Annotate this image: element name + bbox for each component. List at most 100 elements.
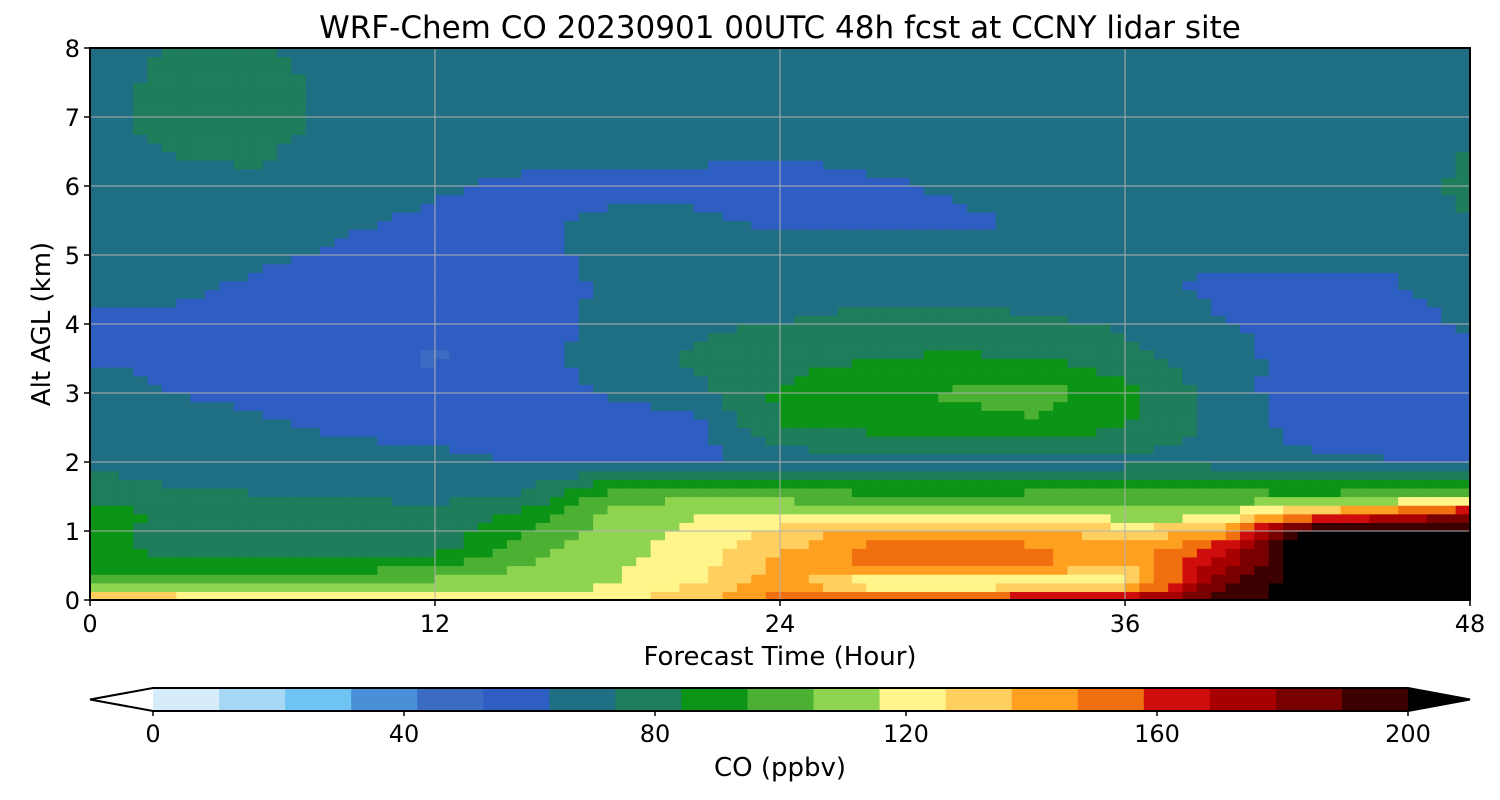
heatmap-cell	[938, 246, 954, 256]
heatmap-cell	[449, 263, 465, 273]
heatmap-cell	[1297, 556, 1313, 567]
heatmap-cell	[952, 401, 968, 411]
heatmap-cell	[377, 462, 393, 472]
heatmap-cell	[276, 436, 292, 446]
heatmap-cell	[262, 548, 278, 558]
heatmap-cell	[578, 332, 594, 342]
heatmap-cell	[895, 160, 910, 170]
heatmap-cell	[1038, 496, 1054, 506]
heatmap-cell	[665, 375, 680, 385]
heatmap-cell	[233, 384, 249, 394]
heatmap-cell	[1268, 298, 1284, 308]
heatmap-cell	[363, 531, 379, 541]
heatmap-cell	[1067, 410, 1083, 420]
heatmap-cell	[1168, 496, 1184, 506]
heatmap-cell	[1139, 427, 1155, 437]
heatmap-cell	[1254, 479, 1270, 489]
heatmap-cell	[851, 479, 867, 489]
heatmap-cell	[1010, 513, 1025, 523]
heatmap-cell	[305, 349, 321, 360]
heatmap-cell	[765, 263, 781, 273]
heatmap-cell	[1398, 505, 1414, 515]
heatmap-cell	[90, 436, 105, 446]
heatmap-cell	[406, 332, 422, 342]
heatmap-cell	[291, 410, 307, 420]
heatmap-cell	[866, 582, 882, 592]
heatmap-cell	[693, 203, 709, 213]
heatmap-cell	[1010, 470, 1025, 480]
heatmap-cell	[205, 263, 220, 273]
heatmap-cell	[794, 444, 810, 454]
heatmap-cell	[679, 453, 695, 463]
heatmap-cell	[435, 315, 450, 325]
heatmap-cell	[1297, 496, 1313, 506]
heatmap-cell	[1412, 332, 1428, 342]
heatmap-cell	[765, 289, 781, 299]
heatmap-cell	[276, 539, 292, 549]
heatmap-cell	[966, 358, 982, 368]
heatmap-cell	[1211, 453, 1227, 463]
heatmap-cell	[808, 367, 824, 377]
heatmap-cell	[90, 375, 105, 385]
heatmap-cell	[1024, 427, 1040, 437]
heatmap-cell	[679, 229, 695, 239]
heatmap-cell	[866, 203, 882, 213]
heatmap-cell	[1268, 556, 1284, 567]
heatmap-cell	[794, 211, 810, 222]
heatmap-cell	[420, 565, 436, 575]
heatmap-cell	[205, 220, 220, 230]
heatmap-cell	[665, 496, 680, 506]
heatmap-cell	[320, 263, 335, 273]
heatmap-cell	[1426, 375, 1442, 385]
heatmap-cell	[363, 255, 379, 265]
heatmap-cell	[348, 496, 364, 506]
heatmap-cell	[981, 410, 997, 420]
heatmap-cell	[866, 151, 882, 161]
heatmap-cell	[636, 151, 652, 161]
heatmap-cell	[161, 315, 177, 325]
heatmap-cell	[492, 427, 508, 437]
heatmap-cell	[262, 255, 278, 265]
heatmap-cell	[262, 427, 278, 437]
heatmap-cell	[765, 453, 781, 463]
heatmap-cell	[1441, 418, 1457, 429]
heatmap-cell	[765, 375, 781, 385]
heatmap-cell	[1168, 565, 1184, 575]
heatmap-cell	[190, 237, 206, 247]
heatmap-cell	[966, 384, 982, 394]
heatmap-cell	[535, 367, 551, 377]
heatmap-cell	[1067, 341, 1083, 351]
heatmap-cell	[1125, 548, 1140, 558]
heatmap-cell	[233, 324, 249, 334]
heatmap-cell	[1283, 177, 1299, 187]
heatmap-cell	[1211, 177, 1227, 187]
heatmap-cell	[435, 522, 450, 532]
heatmap-cell	[334, 349, 350, 360]
heatmap-cell	[377, 341, 393, 351]
heatmap-cell	[1067, 470, 1083, 480]
heatmap-cell	[463, 358, 479, 368]
heatmap-cell	[205, 531, 220, 541]
heatmap-cell	[291, 160, 307, 170]
heatmap-cell	[1125, 565, 1140, 575]
heatmap-cell	[1426, 401, 1442, 411]
heatmap-cell	[147, 367, 163, 377]
heatmap-cell	[1398, 418, 1414, 429]
heatmap-cell	[722, 479, 738, 489]
heatmap-cell	[420, 151, 436, 161]
heatmap-cell	[722, 367, 738, 377]
heatmap-cell	[1139, 410, 1155, 420]
heatmap-cell	[334, 203, 350, 213]
heatmap-cell	[751, 289, 767, 299]
heatmap-cell	[1010, 280, 1025, 291]
heatmap-cell	[650, 574, 666, 584]
heatmap-cell	[420, 470, 436, 480]
heatmap-cell	[1426, 341, 1442, 351]
heatmap-cell	[665, 160, 680, 170]
heatmap-cell	[1283, 565, 1299, 575]
heatmap-cell	[995, 160, 1011, 170]
heatmap-cell	[320, 444, 335, 454]
heatmap-cell	[1254, 255, 1270, 265]
heatmap-cell	[1426, 332, 1442, 342]
heatmap-cell	[492, 496, 508, 506]
